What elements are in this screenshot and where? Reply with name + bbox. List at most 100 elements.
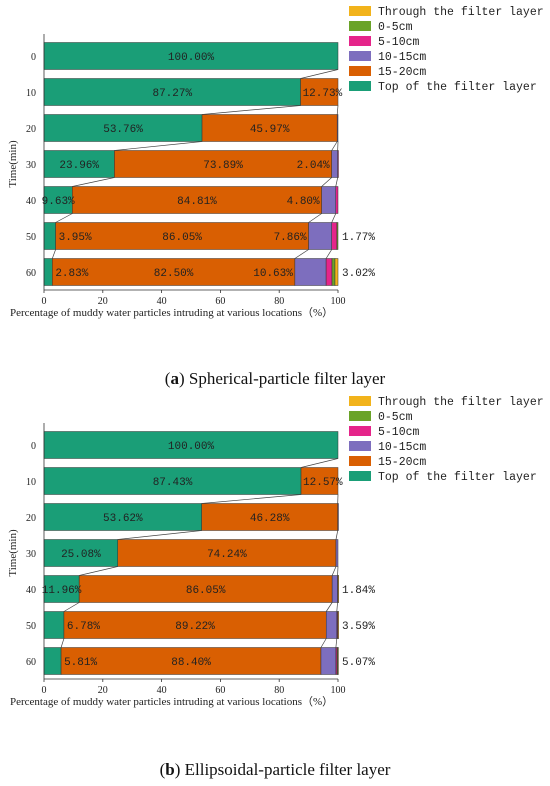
y-tick-label: 10 [26, 88, 36, 99]
x-tick-label: 0 [42, 685, 47, 696]
connector-5-2 [325, 249, 333, 259]
bar-10-1 [300, 467, 339, 495]
bar-30-1 [117, 539, 337, 567]
x-axis-label: Percentage of muddy water particles intr… [10, 306, 333, 319]
data-label: 100.00% [168, 52, 215, 64]
legend-label-3: 10-15cm [378, 51, 426, 64]
legend-label-2: 5-10cm [378, 426, 420, 439]
connector-4-1 [308, 213, 322, 223]
bar-30-1 [114, 150, 332, 178]
bar-40-0 [43, 575, 80, 603]
bar-50-5 [337, 611, 339, 639]
bar-20-2 [337, 503, 339, 531]
y-tick-label: 60 [26, 657, 36, 668]
bar-60-2 [320, 647, 337, 675]
bar-40-3 [335, 186, 339, 214]
bar-20-0 [43, 114, 203, 142]
bar-60-5 [337, 647, 339, 675]
connector-5-0 [60, 638, 65, 648]
data-label: 5.07% [342, 657, 375, 669]
legend-swatch-2 [349, 426, 371, 436]
connector-2-1 [331, 141, 338, 151]
legend-swatch-5 [349, 471, 371, 481]
bar-50-0 [43, 611, 65, 639]
bar-60-3 [325, 258, 333, 286]
bar-30-2 [335, 539, 339, 567]
data-label: 9.63% [42, 196, 75, 208]
bar-60-1 [60, 647, 322, 675]
bar-50-1 [63, 611, 327, 639]
x-tick-label: 0 [42, 296, 47, 307]
legend-label-5: Top of the filter layer [378, 81, 537, 94]
y-axis-label: Time(min) [7, 140, 19, 188]
data-label: 1.77% [342, 232, 375, 244]
bar-20-0 [43, 503, 202, 531]
data-label: 3.95% [59, 232, 92, 244]
connector-3-2 [335, 177, 339, 187]
chart-ellipsoidal: Through the filter layer 0-5cm 5-10cm 10-15… [7, 396, 544, 708]
data-label: 82.50% [154, 268, 194, 280]
legend-label-4: 15-20cm [378, 456, 426, 469]
connector-1-0 [202, 105, 301, 115]
bar-50-1 [55, 222, 309, 250]
y-tick-label: 20 [26, 513, 36, 524]
y-tick-label: 10 [26, 477, 36, 488]
legend-label-1: 0-5cm [378, 411, 413, 424]
y-tick-label: 20 [26, 124, 36, 135]
y-tick-label: 30 [26, 549, 36, 560]
connector-2-0 [114, 141, 203, 151]
data-label: 87.27% [152, 88, 192, 100]
connector-0-0 [300, 458, 339, 468]
bar-50-3 [331, 222, 338, 250]
x-axis-label: Percentage of muddy water particles intr… [10, 695, 333, 708]
connector-5-1 [320, 638, 327, 648]
data-label: 53.76% [103, 124, 143, 136]
connector-1-1 [336, 105, 339, 115]
data-label: 45.97% [250, 124, 290, 136]
bar-30-2 [331, 150, 338, 178]
bar-0-0 [43, 42, 339, 70]
x-tick-label: 40 [157, 296, 167, 307]
data-label: 74.24% [207, 549, 247, 561]
data-label: 11.96% [42, 585, 82, 597]
legend-swatch-4 [349, 456, 371, 466]
legend-swatch-0 [349, 6, 371, 16]
bar-30-0 [43, 150, 115, 178]
bar-30-0 [43, 539, 118, 567]
bar-40-2 [321, 186, 337, 214]
connector-4-2 [331, 213, 337, 223]
data-label: 2.83% [55, 268, 88, 280]
y-tick-label: 60 [26, 268, 36, 279]
bar-60-4 [331, 258, 336, 286]
x-tick-label: 80 [274, 685, 284, 696]
data-label: 73.89% [203, 160, 243, 172]
data-label: 10.63% [253, 268, 293, 280]
bar-40-2 [331, 575, 338, 603]
legend-label-3: 10-15cm [378, 441, 426, 454]
connector-4-1 [325, 602, 333, 612]
bar-10-0 [43, 467, 302, 495]
bar-50-4 [336, 222, 339, 250]
bar-30-3 [337, 150, 339, 178]
data-label: 23.96% [59, 160, 99, 172]
legend-swatch-1 [349, 411, 371, 421]
legend-swatch-3 [349, 51, 371, 61]
data-label: 3.59% [342, 621, 375, 633]
bar-10-0 [43, 78, 301, 106]
connector-5-1 [294, 249, 309, 259]
x-tick-label: 60 [215, 685, 225, 696]
bar-20-1 [201, 503, 338, 531]
data-label: 6.78% [67, 621, 100, 633]
bar-60-2 [294, 258, 327, 286]
bar-60-0 [43, 647, 62, 675]
data-label: 86.05% [186, 585, 226, 597]
caption-a: (a) Spherical-particle filter layer [164, 369, 386, 388]
legend-swatch-2 [349, 36, 371, 46]
y-tick-label: 0 [31, 52, 36, 63]
data-label: 3.02% [342, 268, 375, 280]
data-label: 4.80% [287, 196, 320, 208]
bar-40-1 [72, 186, 322, 214]
y-tick-label: 50 [26, 621, 36, 632]
y-tick-label: 40 [26, 585, 36, 596]
connector-3-0 [72, 177, 115, 187]
